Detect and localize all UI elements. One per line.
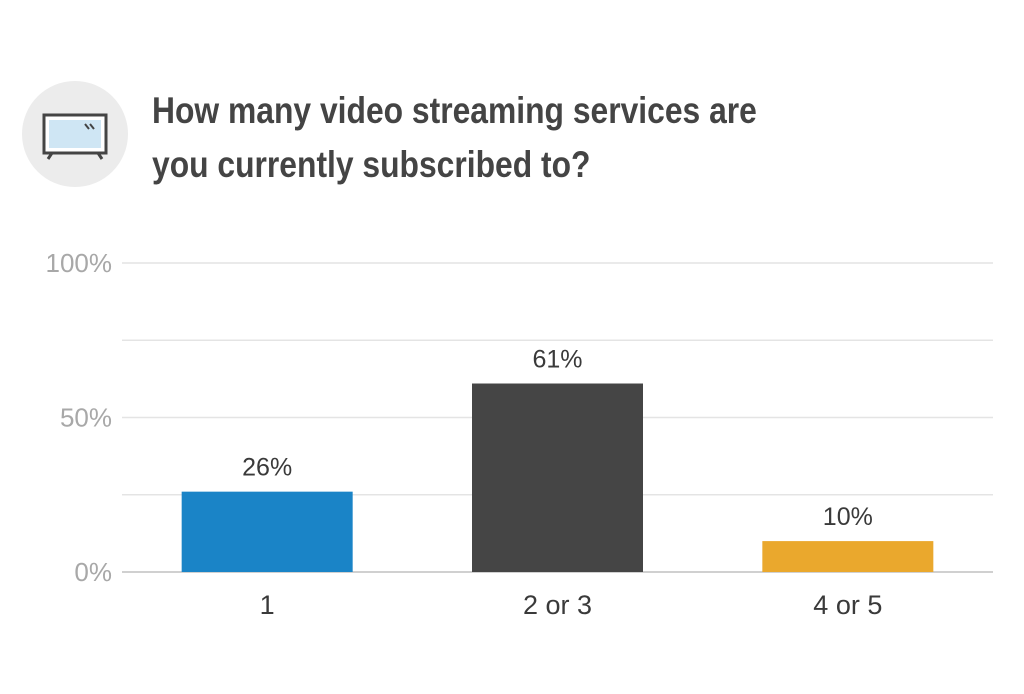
x-tick-label: 1 <box>260 590 275 620</box>
y-tick-label: 0% <box>74 557 112 587</box>
chart-title-line-1: How many video streaming services are <box>152 90 757 131</box>
data-label: 61% <box>532 346 582 374</box>
bar <box>762 541 934 572</box>
data-label: 26% <box>242 454 292 482</box>
y-tick-label: 100% <box>46 248 113 278</box>
y-tick-label: 50% <box>60 403 112 433</box>
tv-icon <box>42 113 108 160</box>
x-tick-label: 4 or 5 <box>813 590 882 620</box>
bar <box>181 491 353 572</box>
x-tick-label: 2 or 3 <box>523 590 592 620</box>
bar <box>472 383 643 572</box>
tv-icon-badge <box>22 81 128 187</box>
chart-title: How many video streaming services are yo… <box>152 84 840 192</box>
data-label: 10% <box>823 503 873 531</box>
chart-title-line-2: you currently subscribed to? <box>152 144 591 185</box>
